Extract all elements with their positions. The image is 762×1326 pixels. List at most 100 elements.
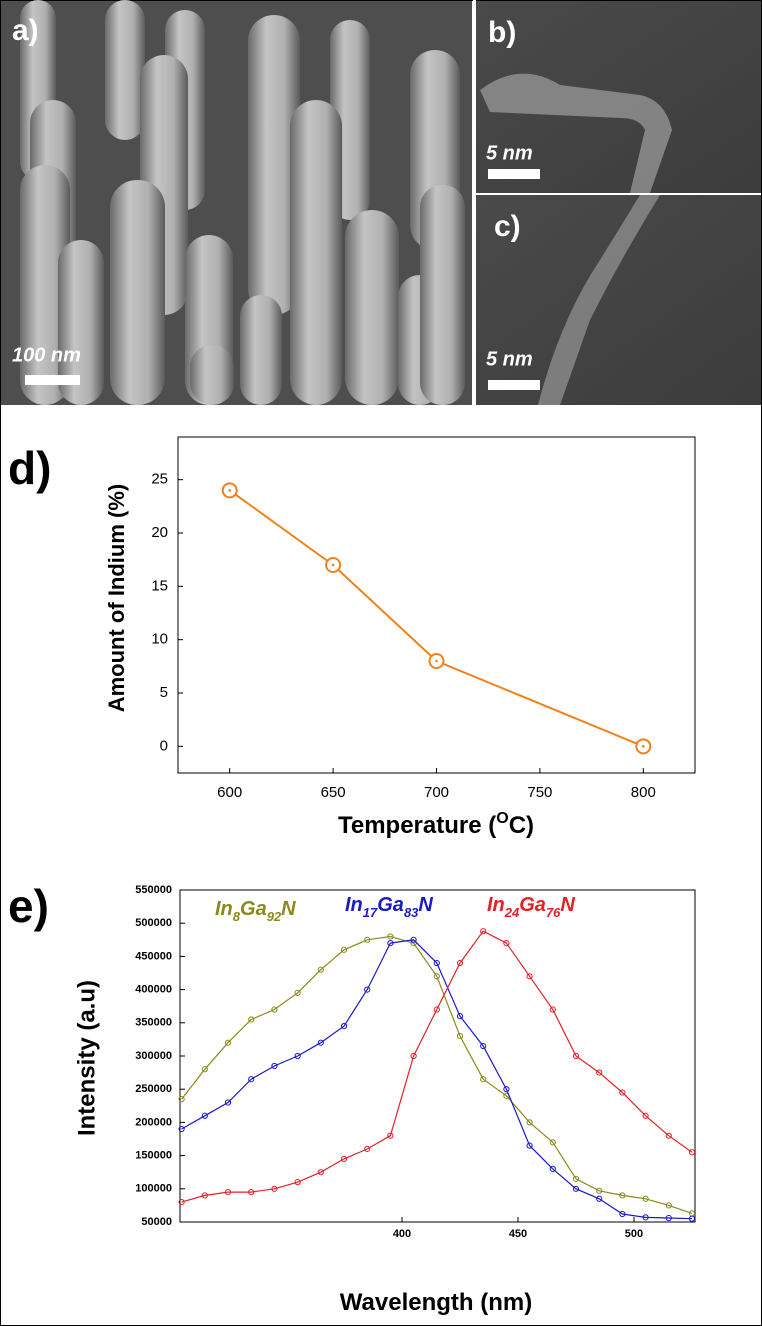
y-tick-label: 100000 [135,1183,172,1195]
data-point [688,1215,696,1222]
data-point [665,1214,672,1222]
data-point [549,1006,556,1013]
data-point [665,1202,672,1209]
y-tick-label: 5 [160,684,168,701]
data-point [387,933,394,940]
data-point [364,986,371,993]
data-point [340,1155,348,1163]
y-tick-label: 10 [151,631,168,648]
series-line [181,939,693,1220]
data-point [619,1089,626,1096]
data-point [317,966,324,973]
data-point [456,1032,464,1040]
x-axis-label: Wavelength (nm) [340,1289,532,1316]
data-point [572,1175,580,1182]
sem-image [1,0,472,405]
data-point [480,1042,487,1050]
data-point [572,1185,580,1192]
data-point [596,1187,603,1194]
y-tick-label: 300000 [135,1050,172,1062]
x-tick-label: 650 [321,784,346,801]
data-point [294,989,301,997]
data-point [619,1210,626,1218]
data-point [201,1066,208,1073]
x-tick-label: 400 [393,1228,411,1240]
x-axis-label-part: Wavelength (nm) [340,1289,532,1316]
scale-bar-label: 5 nm [486,348,533,370]
data-point [178,1125,185,1133]
data-point [433,973,440,980]
data-point [248,1016,255,1023]
data-point [271,1062,278,1070]
data-point [526,1119,533,1126]
y-tick-label: 350000 [135,1017,172,1029]
tem-image [473,0,761,405]
y-tick-label: 15 [151,577,168,594]
y-tick-label: 0 [160,737,168,754]
y-tick-label: 50000 [141,1216,172,1228]
data-point [224,1039,232,1046]
y-tick-label: 250000 [135,1083,172,1095]
data-point [456,959,464,967]
data-point [248,1076,255,1083]
y-tick-label: 450000 [135,950,172,962]
data-point [248,1189,255,1196]
data-point [456,1013,464,1020]
data-point [433,959,440,967]
x-tick-label: 500 [625,1228,643,1240]
data-point-center [331,563,335,567]
data-point [364,1145,371,1153]
data-point [271,1185,278,1192]
data-point [387,940,394,947]
series-line [181,930,693,1203]
panel-label: a) [12,14,39,47]
data-point [317,1039,324,1046]
data-point [364,936,371,943]
data-point [480,928,487,935]
data-point [410,936,417,943]
x-tick-label: 750 [527,784,552,801]
data-point [178,1096,185,1103]
data-point-center [228,489,231,492]
scale-bar-label: 5 nm [486,142,533,164]
data-point-center [642,745,645,748]
data-point [526,973,533,980]
y-tick-label: 500000 [135,917,172,929]
data-point [410,1052,417,1060]
series-line [229,489,644,748]
y-axis-label: Intensity (a.u) [73,980,100,1136]
scale-bar-label: 100 nm [12,344,81,366]
x-axis-label-part: Temperature ( [338,812,496,839]
data-point [480,1076,487,1083]
x-tick-label: 800 [631,784,656,801]
data-point [433,1006,440,1013]
legend-label: In8Ga92N [215,898,296,924]
x-axis-label-part: C) [509,812,534,839]
data-point-center [435,659,438,663]
data-point [642,1214,649,1221]
data-point [340,946,348,953]
x-tick-label: 700 [424,784,449,801]
data-point [503,940,510,947]
legend-label: In24Ga76N [487,894,575,920]
data-point [572,1052,580,1060]
data-point [294,1179,301,1186]
legend-label: In17Ga83N [345,894,433,920]
y-tick-label: 200000 [135,1116,172,1128]
x-tick-label: 450 [509,1228,527,1240]
data-point [340,1023,348,1030]
data-point [178,1198,185,1206]
series-line [181,935,693,1214]
data-point [688,1149,696,1156]
panel-label: e) [8,880,49,932]
y-tick-label: 150000 [135,1150,172,1162]
data-point [549,1165,556,1172]
data-point [619,1192,626,1199]
data-point [317,1169,324,1176]
data-point [549,1139,556,1146]
data-point [503,1086,510,1093]
data-point [294,1052,301,1060]
data-point [224,1099,232,1106]
data-point [271,1006,278,1013]
